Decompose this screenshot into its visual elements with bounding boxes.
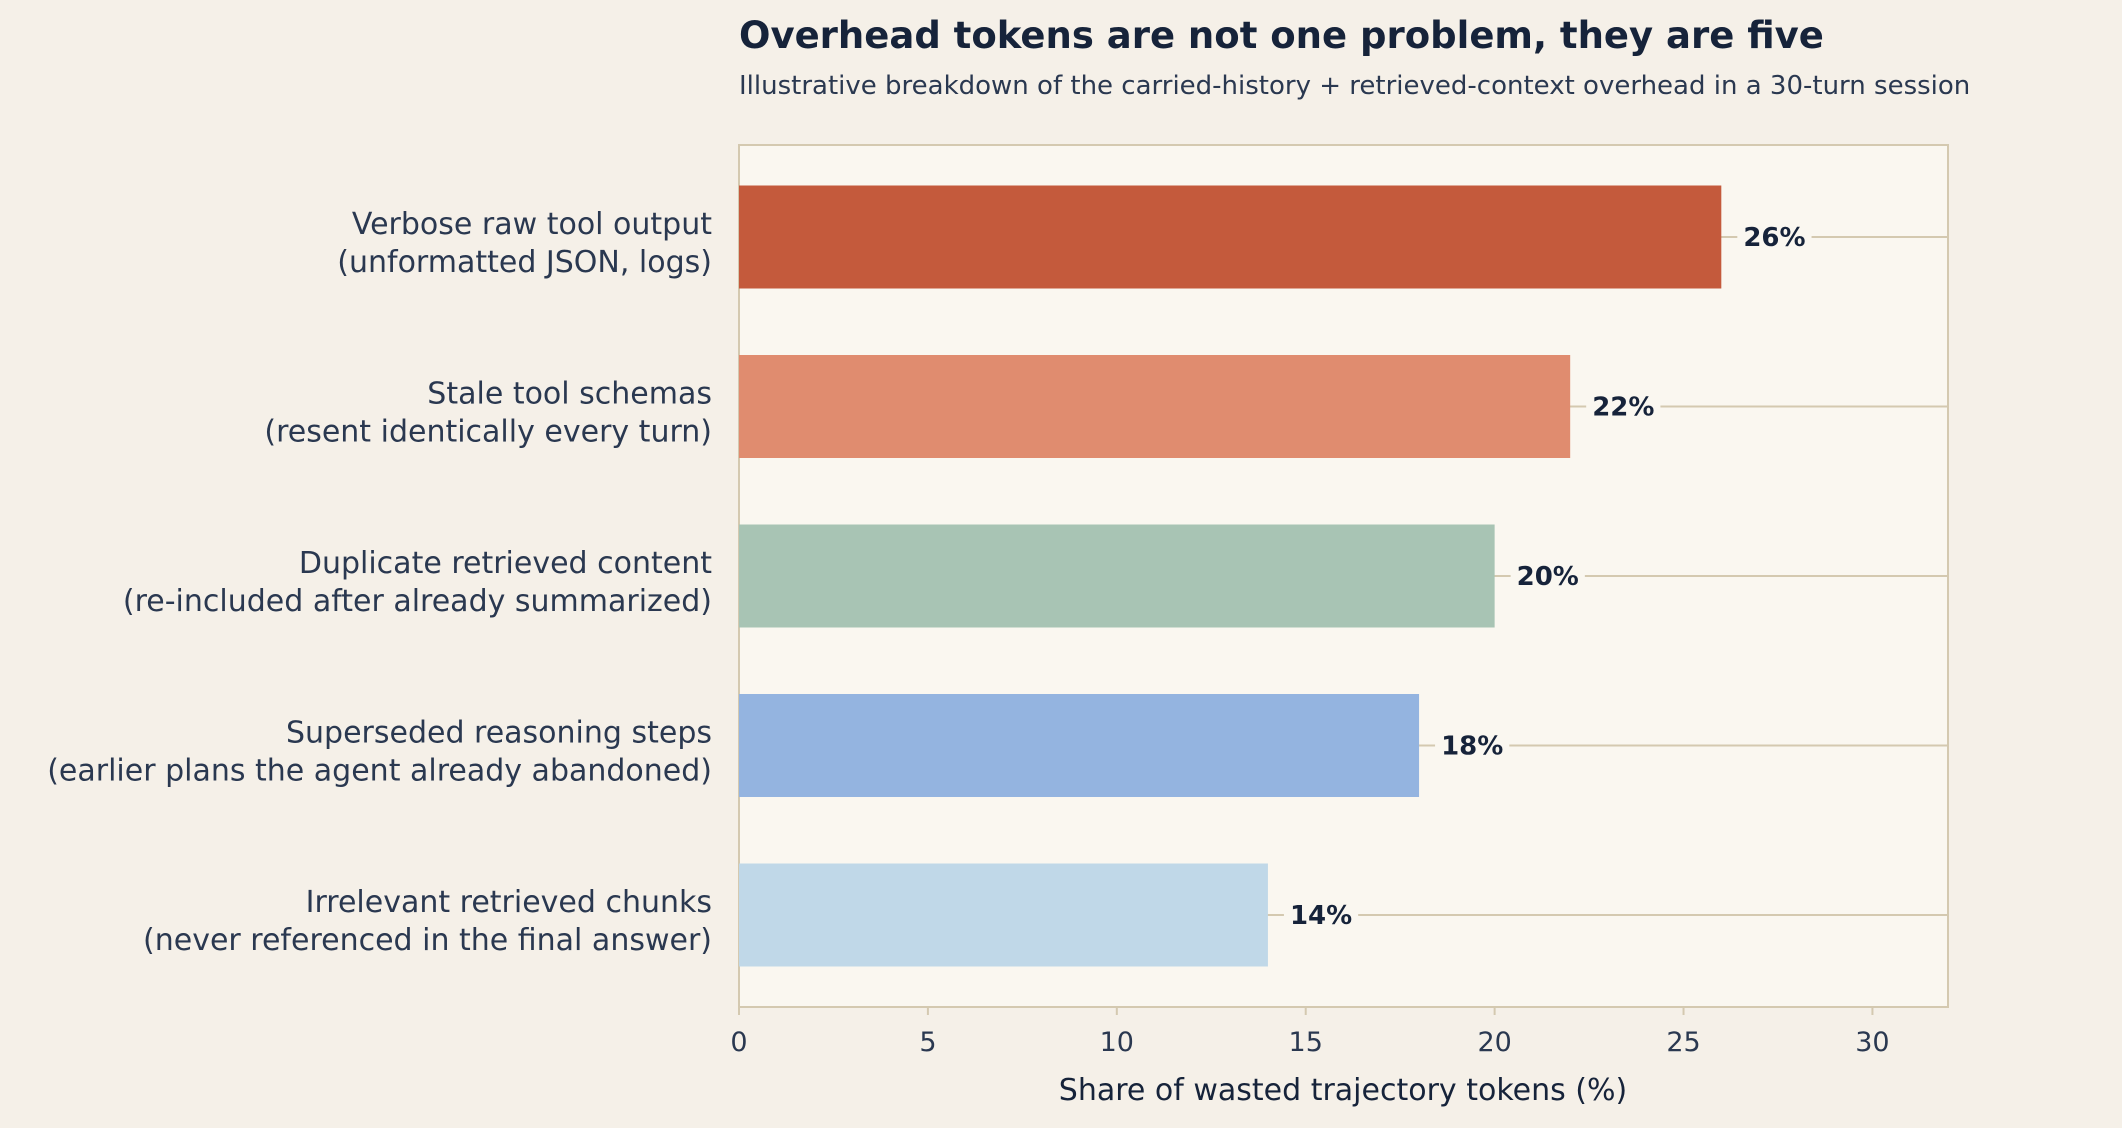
data-label: 14% (1290, 901, 1352, 931)
category-label-line2: (earlier plans the agent already abandon… (47, 754, 712, 789)
data-label-background (1586, 390, 1661, 423)
category-label-line1: Stale tool schemas (427, 377, 712, 412)
x-tick-label: 5 (919, 1027, 936, 1058)
category-label-line1: Superseded reasoning steps (286, 716, 712, 751)
category-label-line1: Duplicate retrieved content (299, 546, 712, 581)
category-labels: Verbose raw tool output(unformatted JSON… (47, 207, 712, 958)
bar (739, 863, 1268, 967)
category-label-line2: (re-included after already summarized) (123, 584, 712, 619)
x-tick-label: 25 (1666, 1027, 1700, 1058)
data-label: 26% (1743, 223, 1805, 253)
bar (739, 524, 1495, 628)
category-label-line2: (unformatted JSON, logs) (337, 245, 712, 280)
bars (739, 185, 1722, 967)
data-label-background (1510, 560, 1585, 592)
bar (739, 355, 1571, 458)
x-tick-label: 0 (730, 1027, 747, 1058)
x-ticks: 0 5 10 15 20 25 30 (730, 1007, 1890, 1058)
data-label-background (1737, 221, 1812, 253)
bar (739, 694, 1420, 797)
x-tick-label: 20 (1477, 1027, 1511, 1058)
data-label: 20% (1517, 562, 1579, 592)
chart-subtitle: Illustrative breakdown of the carried-hi… (739, 71, 1970, 101)
x-tick-label: 10 (1100, 1027, 1134, 1058)
data-label-background (1435, 729, 1510, 762)
category-label-line1: Irrelevant retrieved chunks (306, 885, 712, 920)
data-label: 18% (1441, 732, 1503, 762)
category-label-line2: (resent identically every turn) (264, 415, 712, 450)
category-label-line2: (never referenced in the final answer) (143, 923, 712, 958)
data-label: 22% (1592, 393, 1654, 423)
x-axis-label: Share of wasted trajectory tokens (%) (1059, 1073, 1627, 1108)
chart-title: Overhead tokens are not one problem, the… (739, 14, 1824, 57)
data-labels: 26% 22% 20% 18% 14% (1283, 221, 1812, 931)
category-label-line1: Verbose raw tool output (352, 207, 712, 242)
x-tick-label: 15 (1289, 1027, 1323, 1058)
x-tick-label: 30 (1855, 1027, 1889, 1058)
data-label-background (1283, 899, 1359, 931)
bar (739, 185, 1722, 289)
